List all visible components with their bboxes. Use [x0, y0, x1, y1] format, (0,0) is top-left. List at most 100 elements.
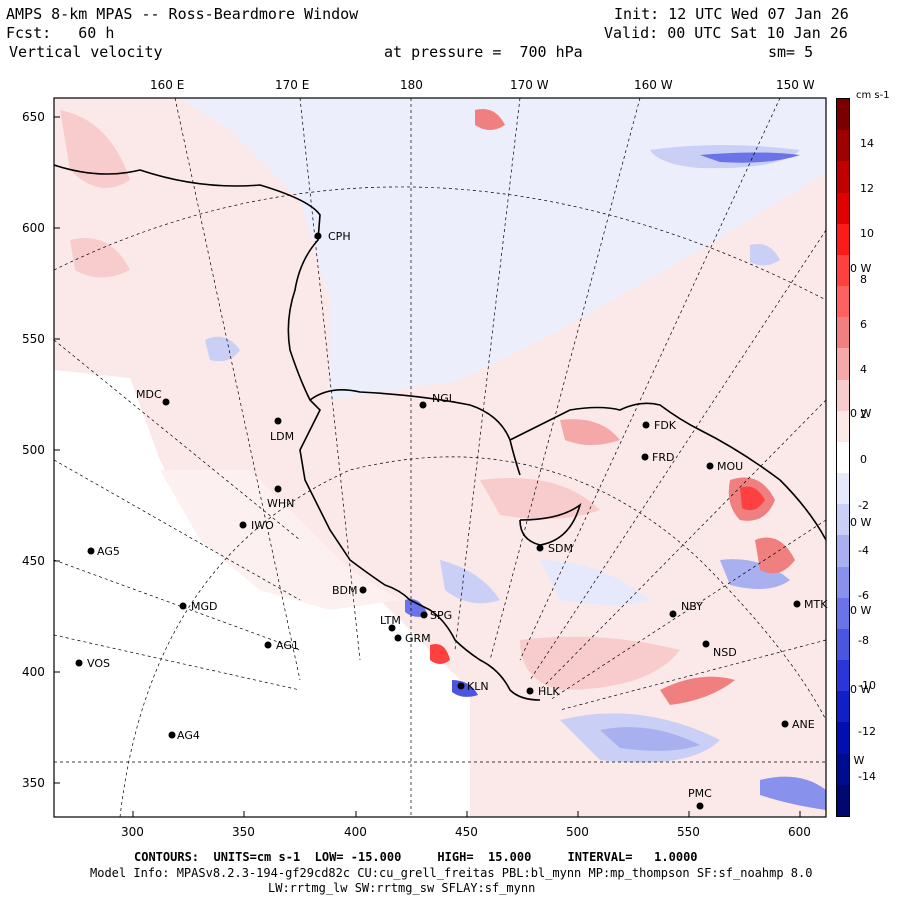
station-label: AG4	[177, 729, 200, 742]
station-label: AG5	[97, 545, 120, 558]
bottom-axis-label: 300	[121, 825, 144, 839]
colorbar-segment	[837, 254, 849, 287]
station-label: AG1	[276, 639, 299, 652]
colorbar-segment	[837, 317, 849, 349]
station-marker: LTM	[380, 614, 401, 632]
station-label: KLN	[467, 680, 489, 693]
colorbar-segment	[837, 784, 849, 817]
station-marker: ANE	[781, 718, 815, 731]
colorbar-segment	[837, 753, 849, 786]
station-marker: MDC	[136, 388, 170, 406]
colorbar-label: 2	[860, 408, 867, 422]
pressure-level: at pressure = 700 hPa	[384, 43, 583, 61]
colorbar-segment	[837, 566, 849, 599]
left-axis-label: 600	[22, 221, 45, 235]
colorbar-label: 6	[860, 317, 867, 331]
station-label: FDK	[654, 419, 677, 432]
station-label: MDC	[136, 388, 162, 401]
station-marker: NBY	[669, 600, 703, 618]
station-label: SPG	[430, 609, 452, 622]
colorbar-segment	[837, 379, 849, 412]
bottom-axis-label: 600	[788, 825, 811, 839]
contours-info: CONTOURS: UNITS=cm s-1 LOW= -15.000 HIGH…	[134, 850, 698, 864]
left-axis-label: 500	[22, 443, 45, 457]
station-label: SDM	[548, 542, 573, 555]
station-label: NBY	[681, 600, 703, 613]
colorbar-segment	[837, 130, 849, 162]
station-marker: KLN	[457, 680, 489, 693]
colorbar-segment	[837, 286, 849, 318]
field-name: Vertical velocity	[9, 43, 163, 61]
station-marker: CPH	[314, 230, 351, 243]
coastline	[54, 164, 826, 701]
top-axis-label: 180	[400, 78, 423, 92]
station-label: LTM	[380, 614, 401, 627]
bottom-axis-label: 400	[344, 825, 367, 839]
station-label: MTK	[804, 598, 828, 611]
colorbar-segment	[837, 535, 849, 568]
colorbar-label: 8	[860, 272, 867, 286]
station-label: MGD	[191, 600, 218, 613]
smoothing: sm= 5	[768, 43, 814, 61]
velocity-field	[54, 98, 826, 817]
station-label: HLK	[538, 685, 560, 698]
model-info: Model Info: MPASv8.2.3-194-gf29cd82c CU:…	[90, 866, 813, 880]
left-axis-label: 350	[22, 776, 45, 790]
station-marker: WHN	[267, 485, 294, 510]
forecast-hour: Fcst: 60 h	[6, 24, 115, 42]
colorbar-label: -6	[858, 589, 869, 602]
colorbar-segment	[837, 660, 849, 692]
colorbar-segment	[837, 628, 849, 661]
station-label: CPH	[328, 230, 351, 243]
station-marker: FDK	[642, 419, 677, 432]
station-marker: MOU	[706, 460, 743, 473]
init-time: Init: 12 UTC Wed 07 Jan 26	[614, 5, 849, 23]
station-marker: BDM	[332, 584, 367, 597]
station-label: GRM	[405, 632, 431, 645]
plot-title: AMPS 8-km MPAS -- Ross-Beardmore Window	[6, 5, 359, 23]
bottom-axis-label: 550	[677, 825, 700, 839]
station-marker: AG5	[87, 545, 120, 558]
colorbar-label: 12	[860, 182, 874, 196]
station-label: NGL	[432, 392, 456, 405]
station-label: VOS	[87, 657, 110, 670]
station-marker: AG1	[264, 639, 299, 652]
colorbar-segment	[837, 410, 849, 443]
station-label: BDM	[332, 584, 358, 597]
bottom-axis-label: 350	[232, 825, 255, 839]
station-label: NSD	[713, 646, 737, 659]
station-marker: SPG	[420, 609, 452, 622]
top-axis-label: 160 W	[634, 78, 673, 92]
station-marker: MTK	[793, 598, 828, 611]
station-label: ANE	[792, 718, 815, 731]
colorbar-segment	[837, 722, 849, 755]
colorbar-label: 0	[860, 453, 867, 467]
colorbar-segment	[837, 504, 849, 536]
colorbar-segment	[837, 691, 849, 723]
colorbar-segment	[837, 99, 849, 131]
colorbar-segment	[837, 348, 849, 381]
station-marker: FRD	[641, 451, 674, 464]
valid-time: Valid: 00 UTC Sat 10 Jan 26	[604, 24, 848, 42]
bottom-axis-label: 450	[455, 825, 478, 839]
colorbar-segment	[837, 473, 849, 505]
colorbar	[836, 98, 850, 817]
station-label: IWO	[251, 519, 274, 532]
station-marker: GRM	[394, 632, 431, 645]
colorbar-segment	[837, 441, 849, 474]
colorbar-label: -10	[858, 679, 876, 693]
station-marker: PMC	[688, 787, 712, 810]
colorbar-label: 4	[860, 363, 867, 376]
colorbar-label: 14	[860, 137, 874, 150]
colorbar-label: 10	[860, 227, 874, 241]
station-label: PMC	[688, 787, 712, 800]
model-info-physics: LW:rrtmg_lw SW:rrtmg_sw SFLAY:sf_mynn	[268, 881, 536, 895]
colorbar-segment	[837, 597, 849, 630]
station-label: WHN	[267, 497, 294, 510]
left-axis-label: 400	[22, 665, 45, 679]
colorbar-label: -2	[858, 498, 869, 512]
top-axis-label: 160 E	[150, 78, 185, 92]
left-axis-label: 650	[22, 110, 45, 124]
